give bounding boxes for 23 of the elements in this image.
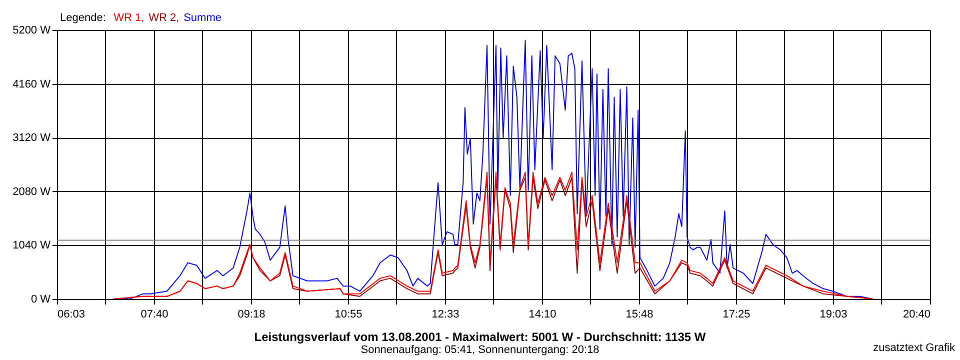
x-tick-label: 07:40 — [140, 308, 168, 320]
x-tick-label: 10:55 — [334, 308, 362, 320]
text: WR 1, — [114, 12, 144, 24]
text: zusatztext Grafik — [873, 342, 956, 354]
legend-title: Legende: — [60, 12, 106, 24]
y-tick-label: 3120 W — [12, 132, 52, 144]
x-tick-label: 20:40 — [902, 308, 930, 320]
x-tick-label: 12:33 — [432, 308, 460, 320]
y-tick-label: 2080 W — [12, 186, 52, 198]
text: Sonnenaufgang: 05:41, Sonnenuntergang: 20:18 — [360, 344, 600, 356]
x-tick-label: 17:25 — [722, 308, 750, 320]
text: Leistungsverlauf vom 13.08.2001 - Maximalwert: 5001 W - Durchschnitt: 1135 W — [254, 330, 706, 344]
y-tick-label: 0 W — [30, 294, 52, 306]
text: WR 2, — [148, 12, 180, 24]
y-tick-label: 5200 W — [12, 24, 52, 36]
x-tick-label: 15:48 — [626, 308, 654, 320]
y-tick-label: 1040 W — [12, 240, 52, 252]
x-tick-label: 19:03 — [820, 308, 848, 320]
y-tick-label: 4160 W — [12, 78, 52, 90]
x-tick-label: 14:10 — [528, 308, 556, 320]
x-tick-label: 06:03 — [58, 308, 86, 320]
x-tick-label: 09:18 — [238, 308, 266, 320]
text: Summe — [184, 12, 222, 24]
